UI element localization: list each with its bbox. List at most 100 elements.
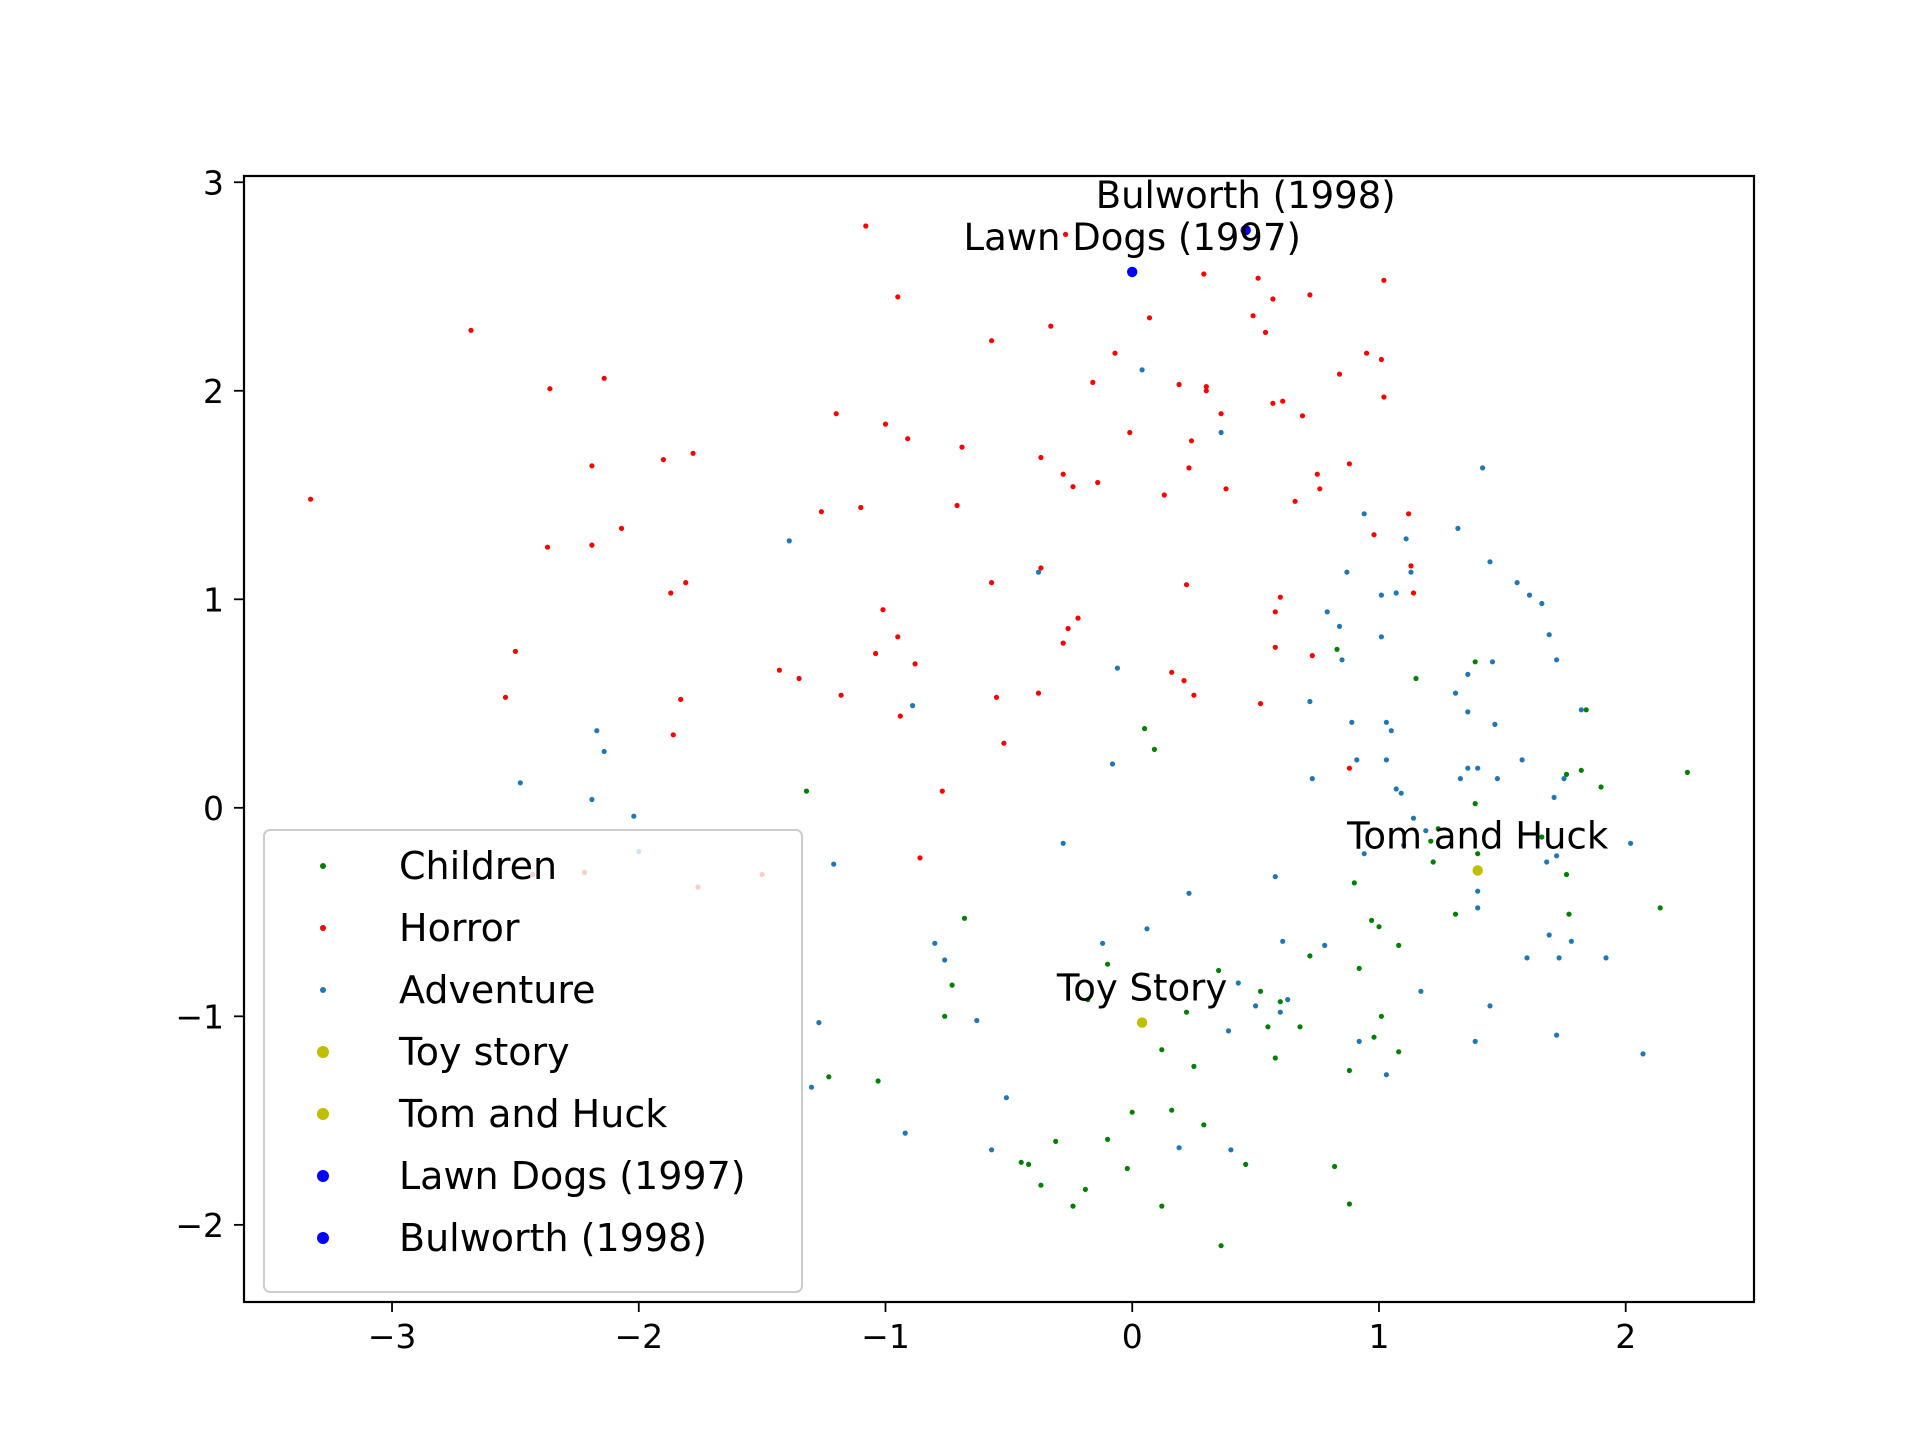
point-horror-60 [1176,381,1182,388]
point-children-2 [803,788,810,794]
point-children-1 [1151,746,1157,753]
point-adventure-64 [1568,938,1574,944]
point-adventure-70 [1539,600,1545,607]
point-horror-55 [1262,329,1269,335]
point-horror-96 [1191,692,1197,698]
point-adventure-21 [816,1020,822,1026]
point-children-53 [1369,917,1375,924]
y-tick-label: −1 [175,997,224,1036]
point-adventure-67 [1578,707,1584,713]
point-horror-77 [1314,471,1320,477]
point-adventure-75 [1455,525,1461,532]
point-horror-12 [512,648,519,655]
point-horror-22 [895,294,901,300]
point-adventure-90 [1418,988,1424,994]
point-children-9 [1277,999,1283,1005]
point-adventure-61 [1546,932,1552,938]
point-children-42 [1472,801,1478,807]
point-horror-54 [1250,313,1256,319]
point-children-50 [1657,905,1663,911]
point-children-7 [1216,967,1222,974]
point-adventure-40 [1383,719,1389,725]
point-horror-62 [1203,384,1209,390]
point-horror-13 [502,694,509,700]
point-horror-80 [1223,486,1229,492]
point-horror-43 [1001,740,1007,746]
y-tick-label: 1 [203,580,224,619]
point-adventure-87 [1378,592,1384,598]
point-children-13 [1272,1055,1278,1061]
point-adventure-44 [1398,790,1404,796]
point-adventure-76 [1452,690,1459,696]
point-children-21 [1105,1136,1111,1142]
point-children-58 [1378,1013,1384,1019]
point-adventure-34 [1322,942,1328,949]
point-lawn-dogs-1997-0 [1127,266,1138,278]
point-horror-1 [468,327,474,333]
point-adventure-48 [1401,842,1407,848]
point-horror-84 [1408,563,1414,569]
point-children-40 [1598,784,1604,790]
point-adventure-45 [1410,815,1417,821]
point-adventure-12 [831,861,837,867]
legend-marker-toy-story [317,1046,329,1058]
point-horror-73 [1070,484,1076,490]
point-horror-90 [1060,640,1066,646]
point-adventure-4 [1114,665,1120,671]
point-horror-78 [1317,486,1323,492]
point-children-20 [1201,1122,1207,1128]
point-horror-33 [880,607,886,613]
point-adventure-17 [1100,940,1106,946]
point-adventure-43 [1393,786,1399,792]
point-children-24 [1026,1161,1032,1167]
axes: −3 −2 −1 0 1 2 −2 −1 0 1 2 3 [175,163,1756,1356]
point-children-0 [1142,726,1148,732]
point-adventure-25 [989,1147,995,1153]
point-adventure-91 [1487,1003,1493,1009]
point-horror-3 [601,375,607,381]
point-horror-5 [544,544,551,550]
point-adventure-54 [1475,905,1481,911]
point-horror-35 [873,650,879,657]
annotation-toy-story: Toy Story [1056,967,1227,1010]
point-adventure-52 [1494,776,1500,782]
point-adventure-58 [1561,776,1567,782]
point-horror-47 [1048,323,1054,329]
point-adventure-77 [1465,709,1471,715]
point-children-39 [1563,771,1570,778]
point-children-6 [1105,961,1111,967]
point-children-46 [1475,851,1481,857]
point-adventure-85 [1336,623,1343,630]
point-adventure-0 [1139,367,1145,373]
point-adventure-62 [1524,955,1530,961]
point-adventure-32 [1285,997,1291,1003]
legend-marker-adventure [320,987,326,993]
point-horror-31 [1038,565,1044,571]
point-adventure-69 [1546,632,1552,638]
x-tick-label: −1 [861,1317,910,1356]
series-children [803,646,1690,1249]
point-adventure-96 [1383,1072,1389,1078]
point-horror-95 [1181,678,1187,684]
point-adventure-15 [1186,890,1192,896]
point-horror-4 [589,463,595,469]
point-adventure-60 [1554,853,1560,859]
point-horror-57 [1364,350,1370,356]
point-horror-30 [954,502,960,509]
point-horror-87 [1277,594,1283,600]
point-horror-10 [683,580,689,586]
point-children-14 [1159,1047,1165,1053]
point-adventure-27 [1228,1147,1234,1153]
point-horror-86 [1272,609,1278,615]
point-adventure-9 [589,796,595,803]
point-horror-56 [1112,350,1118,356]
point-children-52 [1351,880,1357,886]
point-horror-68 [1299,413,1306,419]
legend-label-horror: Horror [399,906,520,950]
point-adventure-68 [1554,657,1560,663]
x-tick-label: 2 [1615,1317,1636,1356]
point-horror-28 [818,509,825,515]
point-adventure-82 [1408,569,1414,575]
point-adventure-51 [1475,765,1481,771]
point-adventure-47 [1361,851,1367,857]
